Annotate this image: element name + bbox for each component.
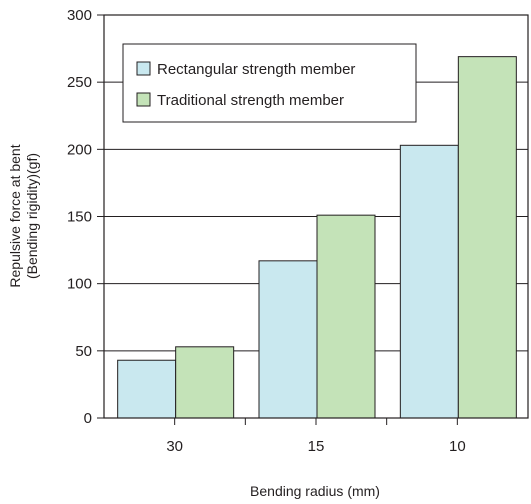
y-tick-label: 200: [67, 141, 92, 158]
y-tick-label: 150: [67, 209, 92, 226]
bar-traditional-30: [175, 346, 235, 419]
x-axis: 30 15 10: [166, 418, 466, 455]
y-tick-label: 300: [67, 7, 92, 24]
legend-label-traditional: Traditional strength member: [157, 92, 344, 109]
x-axis-title: Bending radius (mm): [250, 483, 380, 499]
y-tick-label: 250: [67, 74, 92, 91]
bar-rectangular-10: [399, 144, 459, 419]
bars: [117, 56, 517, 419]
legend-swatch-rectangular: [136, 61, 151, 76]
bar-rectangular-30: [117, 359, 177, 419]
y-axis-title-line-1: Repulsive force at bent: [7, 144, 23, 287]
legend: Rectangular strength member Traditional …: [122, 43, 417, 123]
y-axis-title-line-2: (Bending rigidity)(gf): [24, 153, 40, 279]
x-tick-label-15: 15: [308, 438, 325, 455]
x-tick-label-30: 30: [166, 438, 183, 455]
y-tick-label: 50: [75, 343, 92, 360]
y-axis: 0 50 100 150 200 250 300: [67, 7, 104, 427]
x-tick-label-10: 10: [449, 438, 466, 455]
y-tick-label: 100: [67, 276, 92, 293]
bar-rectangular-15: [258, 260, 318, 419]
bar-traditional-10: [457, 56, 517, 419]
legend-box: [122, 43, 417, 123]
y-tick-label: 0: [84, 410, 92, 427]
legend-label-rectangular: Rectangular strength member: [157, 61, 355, 78]
bar-traditional-15: [316, 214, 376, 419]
legend-swatch-traditional: [136, 92, 151, 107]
